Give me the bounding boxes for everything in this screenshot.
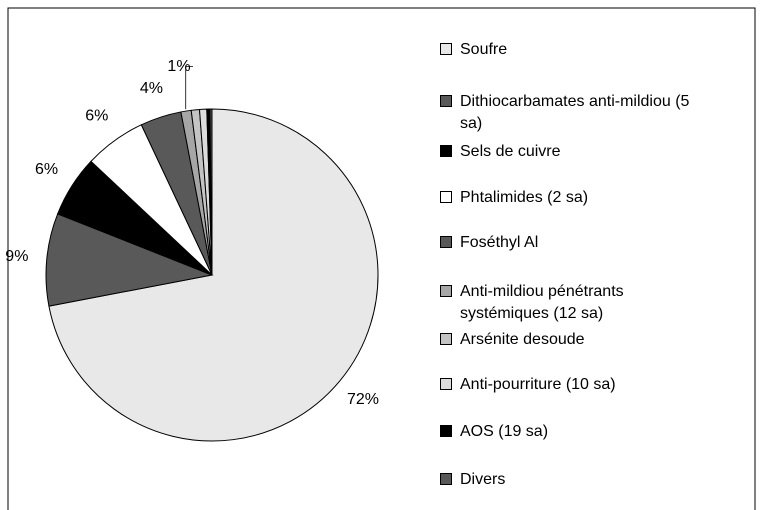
data-label: 9% — [5, 248, 28, 265]
legend-swatch — [440, 145, 452, 157]
data-label: 72% — [347, 391, 379, 408]
legend-swatch — [440, 333, 452, 345]
legend-label: Divers — [460, 471, 506, 488]
legend-swatch — [440, 285, 452, 297]
legend-swatch — [440, 43, 452, 55]
legend-item: Anti-mildiou pénétrants systémiques (12 … — [440, 281, 690, 325]
legend-item: Sels de cuivre — [440, 141, 690, 163]
legend-item: Anti-pourriture (10 sa) — [440, 374, 690, 396]
legend-swatch — [440, 95, 452, 107]
legend-swatch — [440, 378, 452, 390]
legend-item: AOS (19 sa) — [440, 421, 690, 443]
data-label: 6% — [35, 161, 58, 178]
data-label: 4% — [140, 80, 163, 97]
legend-label: Sels de cuivre — [460, 143, 561, 160]
chart-frame — [7, 7, 756, 510]
legend-label: Soufre — [460, 41, 508, 58]
legend-item: Phtalimides (2 sa) — [440, 187, 690, 209]
legend-swatch — [440, 425, 452, 437]
legend-label: Foséthyl Al — [460, 234, 539, 251]
legend-label: AOS (19 sa) — [460, 423, 549, 440]
legend-label: Dithiocarbamates anti-mildiou (5 sa) — [460, 93, 690, 132]
legend-item: Foséthyl Al — [440, 232, 690, 254]
legend-swatch — [440, 236, 452, 248]
pie-slice — [209, 108, 213, 276]
leader-line — [185, 66, 193, 110]
data-label: 1% — [167, 58, 190, 75]
legend-label: Phtalimides (2 sa) — [460, 189, 589, 206]
legend-label: Anti-mildiou pénétrants systémiques (12 … — [460, 283, 624, 322]
pie-slice — [45, 213, 214, 307]
data-label: 6% — [85, 108, 108, 125]
legend-label: Anti-pourriture (10 sa) — [460, 376, 616, 393]
legend-label: Arsénite desoude — [460, 331, 585, 348]
legend-swatch — [440, 191, 452, 203]
legend-swatch — [440, 473, 452, 485]
pie-slice — [48, 108, 379, 442]
legend-item: Divers — [440, 469, 690, 491]
legend-item: Dithiocarbamates anti-mildiou (5 sa) — [440, 91, 690, 135]
legend-item: Soufre — [440, 39, 690, 61]
legend-item: Arsénite desoude — [440, 329, 690, 351]
